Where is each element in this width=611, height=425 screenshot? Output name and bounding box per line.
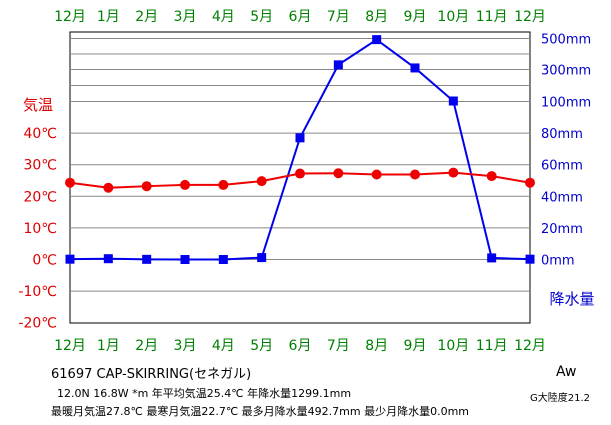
month-label-bottom: 5月: [250, 338, 273, 354]
temperature-point: [295, 168, 305, 179]
temperature-point: [486, 171, 497, 182]
precipitation-point: [180, 255, 190, 264]
station-coordinates: 12.0N 16.8W *m 年平均気温25.4℃ 年降水量1299.1mm: [57, 387, 352, 400]
precipitation-series: [65, 35, 535, 264]
month-label-bottom: 1月: [97, 338, 120, 354]
temperature-point: [525, 177, 535, 188]
month-label-bottom: 11月: [476, 338, 508, 354]
month-label-top: 4月: [212, 9, 235, 25]
month-label-bottom: 9月: [404, 338, 427, 354]
month-labels-top: 12月 1月 2月 3月 4月 5月 6月 7月 8月 9月 10月 11月 12月: [54, 9, 546, 25]
month-label-bottom: 4月: [212, 338, 235, 354]
month-label-bottom: 6月: [289, 338, 312, 354]
precipitation-tick-label: 20mm: [541, 222, 583, 237]
month-label-bottom: 8月: [365, 338, 388, 354]
plot-frame: [69, 31, 531, 324]
temperature-point: [410, 169, 420, 180]
month-label-top: 12月: [514, 9, 546, 25]
month-labels-bottom: 12月 1月 2月 3月 4月 5月 6月 7月 8月 9月 10月 11月 12月: [54, 338, 546, 354]
precipitation-point: [333, 60, 343, 70]
month-label-top: 12月: [54, 9, 86, 25]
precipitation-point: [295, 133, 305, 143]
month-label-top: 7月: [327, 9, 350, 25]
month-label-bottom: 2月: [135, 338, 158, 354]
precipitation-tick-label: 0mm: [541, 254, 575, 269]
precipitation-point: [218, 255, 228, 264]
precipitation-point: [65, 254, 75, 264]
continentality-index: G大陸度21.2: [530, 393, 591, 404]
precipitation-tick-label: 40mm: [541, 190, 583, 205]
month-label-top: 2月: [135, 9, 158, 25]
temperature-tick-label: -10℃: [18, 284, 57, 300]
temperature-tick-labels: 40℃ 30℃ 20℃ 10℃ 0℃ -10℃ -20℃: [18, 126, 57, 332]
temperature-point: [65, 177, 75, 188]
month-label-bottom: 12月: [54, 338, 86, 354]
temperature-tick-label: 20℃: [23, 189, 57, 205]
temperature-tick-label: 30℃: [23, 158, 57, 174]
month-label-top: 3月: [174, 9, 197, 25]
precipitation-tick-label: 100mm: [541, 96, 591, 111]
precipitation-tick-label: 500mm: [541, 33, 591, 48]
station-extremes: 最暖月気温27.8℃ 最寒月気温22.7℃ 最多月降水量492.7mm 最少月降…: [51, 405, 470, 418]
precipitation-line: [69, 38, 531, 261]
precipitation-tick-labels: 500mm 300mm 100mm 80mm 60mm 40mm 20mm 0mm: [541, 33, 591, 269]
station-title: 61697 CAP-SKIRRING(セネガル): [51, 367, 252, 382]
month-label-top: 6月: [289, 9, 312, 25]
temperature-tick-label: 40℃: [23, 126, 57, 142]
temperature-point: [103, 182, 114, 193]
precipitation-tick-label: 80mm: [541, 127, 583, 142]
precipitation-tick-label: 60mm: [541, 159, 583, 174]
precipitation-point: [142, 254, 152, 264]
precipitation-point: [448, 96, 458, 106]
temperature-point: [333, 168, 344, 179]
precipitation-tick-label: 300mm: [541, 64, 591, 79]
month-label-top: 11月: [476, 9, 508, 25]
climate-code: Aw: [556, 364, 577, 380]
month-label-bottom: 10月: [437, 338, 469, 354]
precipitation-point: [410, 63, 420, 73]
temperature-tick-label: 10℃: [23, 221, 57, 237]
temperature-point: [256, 176, 267, 187]
grid-lines: [70, 38, 530, 292]
precipitation-point: [103, 254, 113, 264]
month-label-top: 5月: [250, 9, 273, 25]
temperature-tick-label: 0℃: [32, 253, 57, 269]
precipitation-axis-label: 降水量: [549, 290, 594, 308]
month-label-top: 1月: [97, 9, 120, 25]
precipitation-point: [525, 254, 535, 264]
month-label-top: 8月: [365, 9, 388, 25]
precipitation-point: [257, 253, 267, 263]
temperature-point: [218, 179, 229, 190]
precipitation-point: [487, 253, 497, 263]
temperature-tick-label: -20℃: [18, 316, 57, 332]
month-label-bottom: 12月: [514, 338, 546, 354]
temperature-axis-label: 気温: [23, 96, 53, 114]
month-label-bottom: 3月: [174, 338, 197, 354]
temperature-point: [141, 181, 152, 192]
precipitation-point: [372, 35, 382, 45]
temperature-point: [180, 179, 190, 190]
month-label-bottom: 7月: [327, 338, 350, 354]
month-label-top: 10月: [437, 9, 469, 25]
temperature-series: [65, 167, 535, 193]
temperature-point: [448, 167, 459, 178]
month-label-top: 9月: [404, 9, 427, 25]
temperature-point: [371, 169, 382, 180]
